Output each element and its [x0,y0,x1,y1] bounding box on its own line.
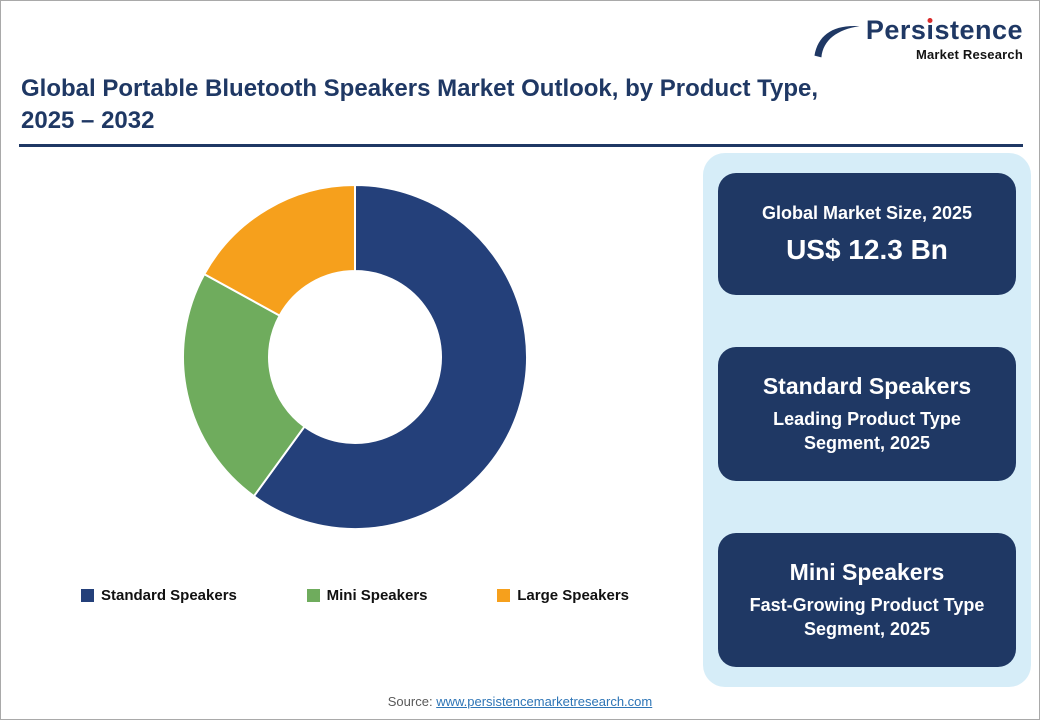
card-title: Mini Speakers [789,559,945,586]
legend-swatch-mini-speakers [306,589,320,602]
legend-item-large-speakers: Large Speakers [497,587,629,604]
donut-slice-mini-speakers [182,272,306,498]
legend-label: Large Speakers [517,587,629,604]
legend-label: Standard Speakers [101,587,237,604]
card-title: Global Market Size, 2025 [761,203,973,224]
card-leading-segment: Standard Speakers Leading Product Type S… [718,347,1016,481]
title-divider [19,144,1023,147]
legend-swatch-large-speakers [497,589,511,602]
brand-logo: Persıstence Market Research [811,17,1023,62]
chart-area: Standard Speakers Mini Speakers Large Sp… [21,161,689,631]
donut-slice-standard-speakers [252,183,528,530]
source-line: Source: www.persistencemarketresearch.co… [1,694,1039,709]
source-label: Source: [387,694,433,709]
page-title-line2: 2025 – 2032 [21,106,155,134]
donut-slice-large-speakers [202,183,356,317]
legend-item-mini-speakers: Mini Speakers [306,587,428,604]
brand-name-i-reddot: ı [926,15,935,45]
card-subtitle: Leading Product Type Segment, 2025 [773,409,961,454]
brand-name-part: stence [934,15,1023,45]
highlights-panel: Global Market Size, 2025 US$ 12.3 Bn Sta… [703,153,1031,687]
logo-text: Persıstence Market Research [866,17,1023,63]
page-title-line1: Global Portable Bluetooth Speakers Marke… [21,75,819,102]
logo-swoosh-icon [814,25,860,58]
card-title: Standard Speakers [762,373,972,400]
card-fast-growing-segment: Mini Speakers Fast-Growing Product Type … [718,533,1016,667]
source-link[interactable]: www.persistencemarketresearch.com [436,694,653,709]
card-subtitle: Fast-Growing Product Type Segment, 2025 [749,595,985,640]
legend-label: Mini Speakers [326,587,428,604]
brand-tagline: Market Research [915,47,1023,62]
legend-swatch-standard-speakers [81,589,94,602]
legend-item-standard-speakers: Standard Speakers [81,587,237,604]
brand-name: Persıstence [866,17,1023,44]
card-global-market-size: Global Market Size, 2025 US$ 12.3 Bn [718,173,1016,295]
brand-name-part: Pers [865,15,927,45]
market-size-value: US$ 12.3 Bn [786,233,948,265]
chart-legend: Standard Speakers Mini Speakers Large Sp… [21,587,689,604]
donut-chart [182,183,528,530]
page-title: Global Portable Bluetooth Speakers Marke… [21,73,1019,136]
